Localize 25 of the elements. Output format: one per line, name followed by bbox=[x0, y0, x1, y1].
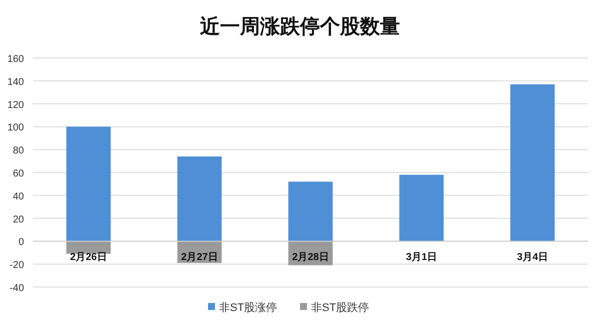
x-tick-label: 3月4日 bbox=[516, 252, 548, 264]
legend-label: 非ST股涨停 bbox=[219, 301, 278, 314]
bar bbox=[399, 174, 444, 242]
x-tick-label: 2月27日 bbox=[181, 252, 218, 264]
y-tick-label: -40 bbox=[10, 283, 24, 294]
bar bbox=[66, 241, 111, 254]
y-tick-label: 100 bbox=[7, 122, 24, 134]
x-tick-label: 3月1日 bbox=[406, 252, 438, 264]
y-tick-label: 80 bbox=[12, 146, 24, 157]
bar bbox=[510, 84, 555, 242]
y-tick-label: 0 bbox=[18, 237, 24, 248]
x-tick-label: 2月26日 bbox=[70, 252, 107, 264]
bar bbox=[66, 126, 111, 242]
y-tick-label: 120 bbox=[7, 100, 24, 111]
y-tick-label: 20 bbox=[12, 214, 24, 226]
bar bbox=[288, 182, 333, 242]
y-tick-label: 60 bbox=[12, 168, 24, 180]
y-tick-label: 140 bbox=[7, 76, 24, 88]
y-tick-label: 160 bbox=[7, 54, 24, 65]
x-tick-label: 2月28日 bbox=[292, 252, 329, 264]
chart-title: 近一周涨跌停个股数量 bbox=[199, 15, 400, 38]
y-tick-label: 40 bbox=[12, 191, 24, 202]
legend-label: 非ST股跌停 bbox=[311, 301, 370, 314]
y-tick-label: -20 bbox=[10, 260, 24, 272]
bar bbox=[177, 156, 222, 242]
